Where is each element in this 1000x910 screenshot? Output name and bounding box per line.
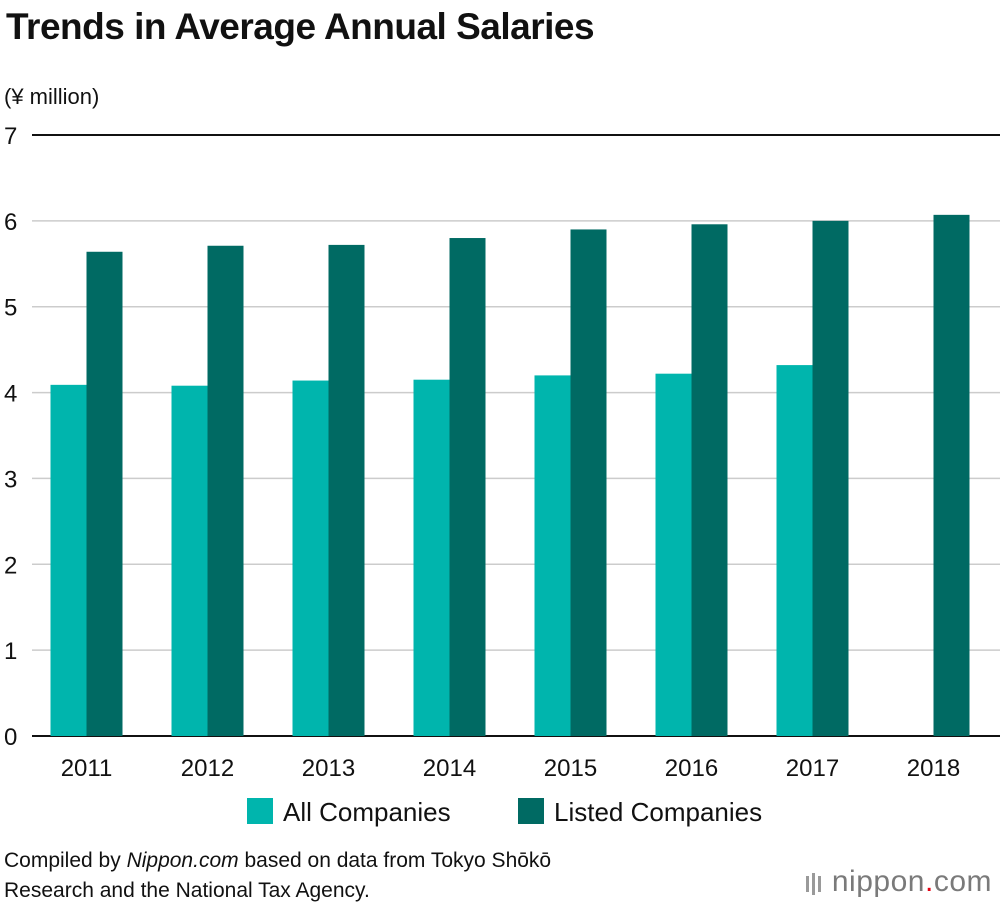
- nippon-logo: nippon.com: [805, 865, 992, 900]
- y-axis-unit-label: (¥ million): [4, 84, 99, 109]
- bar-listed-companies-2016: [691, 224, 728, 736]
- x-tick-label: 2011: [61, 755, 113, 782]
- logo-bars-icon: [805, 866, 824, 900]
- bar-all-companies-2013: [292, 380, 329, 736]
- x-tick-label: 2018: [907, 755, 960, 782]
- source-suffix: based on data from Tokyo Shōkō: [238, 849, 552, 872]
- source-line-2: Research and the National Tax Agency.: [4, 879, 370, 902]
- bar-listed-companies-2018: [933, 214, 970, 736]
- x-tick-label: 2013: [302, 755, 355, 782]
- x-tick-label: 2012: [181, 755, 234, 782]
- y-tick-label: 3: [4, 466, 17, 493]
- bar-all-companies-2012: [171, 385, 208, 736]
- legend-label-listed-companies: Listed Companies: [554, 797, 762, 827]
- logo-dot: .: [924, 865, 934, 898]
- bar-listed-companies-2017: [812, 220, 849, 736]
- bar-listed-companies-2013: [328, 244, 365, 736]
- legend-swatch-all-companies: [247, 798, 273, 824]
- y-tick-label: 4: [4, 381, 17, 408]
- bar-listed-companies-2015: [570, 229, 607, 736]
- y-tick-label: 5: [4, 295, 17, 322]
- bar-listed-companies-2011: [86, 251, 123, 736]
- source-prefix: Compiled by: [4, 849, 127, 872]
- legend-swatch-listed-companies: [518, 798, 544, 824]
- bar-all-companies-2011: [50, 384, 87, 736]
- logo-tld: com: [933, 865, 992, 898]
- y-tick-label: 6: [4, 209, 17, 236]
- logo-name: nippon: [831, 865, 925, 898]
- bar-listed-companies-2014: [449, 238, 486, 736]
- y-tick-label: 0: [4, 724, 17, 751]
- bar-all-companies-2015: [534, 375, 571, 736]
- bar-chart: (¥ million) 0 1 2 3 4 5 6 7 2011 2012 2013 2014 201…: [4, 84, 1000, 827]
- y-tick-label: 1: [4, 638, 17, 665]
- x-tick-label: 2016: [665, 755, 718, 782]
- x-tick-label: 2017: [786, 755, 839, 782]
- bar-all-companies-2014: [413, 379, 450, 736]
- x-tick-label: 2015: [544, 755, 597, 782]
- chart-title: Trends in Average Annual Salaries: [6, 6, 595, 47]
- source-note: Compiled by Nippon.com based on data fro…: [4, 846, 551, 906]
- bar-all-companies-2016: [655, 373, 692, 736]
- bar-all-companies-2017: [776, 365, 813, 736]
- y-tick-label: 7: [4, 123, 17, 150]
- source-name: Nippon.com: [126, 849, 239, 872]
- legend-label-all-companies: All Companies: [283, 797, 451, 827]
- y-tick-label: 2: [4, 552, 17, 579]
- bar-listed-companies-2012: [207, 245, 244, 736]
- x-tick-label: 2014: [423, 755, 476, 782]
